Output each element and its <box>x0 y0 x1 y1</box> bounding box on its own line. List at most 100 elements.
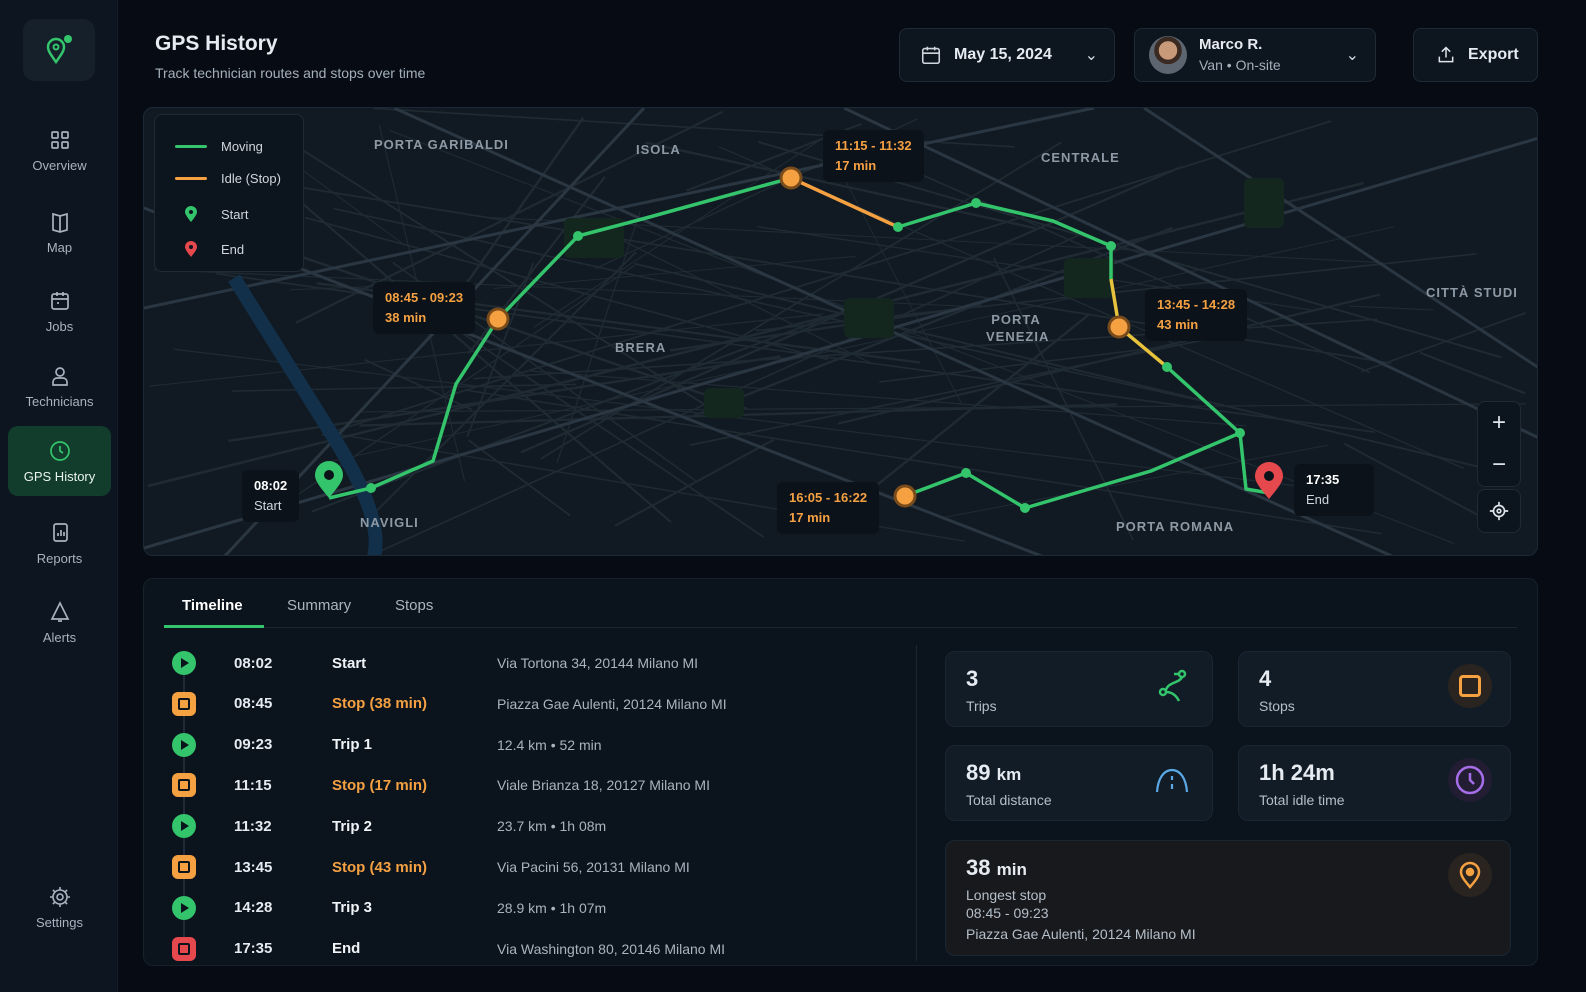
bell-icon <box>50 600 69 622</box>
street <box>529 370 1247 427</box>
timeline-time: 17:35 <box>234 940 273 958</box>
sidebar-item-jobs[interactable]: Jobs <box>8 276 111 346</box>
sidebar-item-technicians[interactable]: Technicians <box>8 351 111 421</box>
timeline-row[interactable]: 13:45 Stop (43 min) Via Pacini 56, 20131 M… <box>172 855 872 879</box>
moving-route-segment <box>897 201 1113 279</box>
zoom-controls: + − <box>1477 401 1521 487</box>
technician-name: Marco R. <box>1199 36 1263 53</box>
sidebar-item-reports[interactable]: Reports <box>8 508 111 578</box>
vehicle-type: Van <box>1199 57 1223 73</box>
timeline-row[interactable]: 09:23 Trip 1 12.4 km • 52 min <box>172 732 872 757</box>
locate-button[interactable] <box>1477 489 1521 533</box>
legend-end: End <box>221 241 245 257</box>
tab-stops[interactable]: Stops <box>395 597 434 614</box>
street <box>828 149 963 405</box>
sidebar-item-gps-history[interactable]: GPS History <box>8 426 111 496</box>
area-label: PORTA GARIBALDI <box>374 137 509 152</box>
idle-line-icon <box>175 177 207 180</box>
export-label: Export <box>1468 46 1519 63</box>
timeline-detail: Via Washington 80, 20146 Milano MI <box>497 940 726 957</box>
tab-timeline[interactable]: Timeline <box>182 597 243 614</box>
timeline-row[interactable]: 08:02 Start Via Tortona 34, 20144 Milano M… <box>172 651 872 675</box>
tab-summary[interactable]: Summary <box>287 597 352 614</box>
legend-start: Start <box>221 206 249 222</box>
timeline-event: Trip 3 <box>332 899 373 917</box>
location-pin-icon <box>1448 853 1492 897</box>
moving-route-segment <box>1238 432 1270 495</box>
app-logo[interactable] <box>23 19 95 81</box>
sidebar-item-overview[interactable]: Overview <box>8 115 111 185</box>
street <box>689 332 1236 446</box>
sidebar-item-label: Map <box>46 239 73 255</box>
street <box>1349 305 1434 311</box>
timeline-row[interactable]: 14:28 Trip 3 28.9 km • 1h 07m <box>172 895 872 920</box>
stop-callout: 11:15 - 11:32 17 min <box>823 130 924 182</box>
zoom-in-button[interactable]: + <box>1491 409 1506 436</box>
canal <box>228 274 383 555</box>
street <box>264 170 672 523</box>
avatar <box>1149 36 1187 74</box>
timeline-time: 13:45 <box>234 858 273 876</box>
stop-marker <box>486 307 510 331</box>
export-button[interactable]: Export <box>1413 28 1538 82</box>
street <box>318 226 1395 465</box>
timeline-time: 08:02 <box>234 654 273 672</box>
upload-icon <box>1438 46 1454 63</box>
distance-card: 89 km Total distance <box>945 745 1213 821</box>
route-waypoint <box>1235 428 1245 438</box>
zoom-out-button[interactable]: − <box>1491 451 1506 478</box>
street <box>533 130 834 328</box>
play-icon <box>172 814 196 839</box>
stop-callout: 08:45 - 09:23 38 min <box>373 282 476 334</box>
street <box>574 216 873 365</box>
page-title: GPS History <box>155 32 278 55</box>
technician-selector[interactable]: Marco R. Van • On-site ⌄ <box>1134 28 1376 82</box>
idle-label: Total idle time <box>1259 792 1345 808</box>
map-legend: Moving Idle (Stop) Start End <box>154 114 304 272</box>
distance-unit: km <box>996 765 1022 784</box>
sidebar-item-map[interactable]: Map <box>8 197 111 267</box>
gear-icon <box>49 886 70 907</box>
longest-address: Piazza Gae Aulenti, 20124 Milano MI <box>966 926 1196 942</box>
timeline-detail: Via Pacini 56, 20131 Milano MI <box>497 859 690 875</box>
moving-route-segment <box>904 365 1242 510</box>
moving-line-icon <box>175 145 207 148</box>
timeline-event: Stop (43 min) <box>332 858 428 876</box>
street <box>358 403 1526 413</box>
timeline-row[interactable]: 08:45 Stop (38 min) Piazza Gae Aulenti, 20… <box>172 691 872 716</box>
route-waypoint <box>893 222 903 232</box>
idle-time-card: 1h 24m Total idle time <box>1238 745 1511 821</box>
stop-icon <box>172 855 196 879</box>
area-label: CENTRALE <box>1041 150 1120 165</box>
sidebar-item-label: Overview <box>32 157 87 173</box>
street <box>321 120 1332 436</box>
end-pin-icon-hole <box>1264 471 1274 481</box>
distance-label: Total distance <box>966 792 1052 808</box>
street <box>153 268 962 307</box>
map-icon <box>51 212 68 233</box>
street <box>634 262 1508 475</box>
road-icon <box>1150 758 1194 802</box>
park <box>1244 178 1284 228</box>
area-label: NAVIGLI <box>360 515 419 530</box>
stops-value: 4 <box>1259 666 1272 691</box>
sidebar-item-alerts[interactable]: Alerts <box>8 587 111 657</box>
longest-time: 08:45 - 09:23 <box>966 905 1049 921</box>
trips-value: 3 <box>966 666 979 691</box>
street <box>645 141 1036 230</box>
stop-marker <box>779 166 803 190</box>
timeline-row[interactable]: 11:32 Trip 2 23.7 km • 1h 08m <box>172 814 872 839</box>
stop-icon <box>172 691 196 716</box>
sidebar-item-settings[interactable]: Settings <box>8 872 111 942</box>
timeline-detail: 23.7 km • 1h 08m <box>497 818 607 835</box>
date-picker[interactable]: May 15, 2024 ⌄ <box>899 28 1115 82</box>
timeline-row[interactable]: 11:15 Stop (17 min) Viale Brianza 18, 2012… <box>172 773 872 798</box>
report-icon <box>52 522 68 542</box>
area-label: ISOLA <box>636 142 681 157</box>
park <box>844 298 894 338</box>
route-map[interactable]: Moving Idle (Stop) Start End PORTA GARIB… <box>143 107 1538 556</box>
timeline-detail: Piazza Gae Aulenti, 20124 Milano MI <box>497 695 727 712</box>
timeline-row[interactable]: 17:35 End Via Washington 80, 20146 Milano … <box>172 936 872 961</box>
stop-icon <box>172 936 196 961</box>
timeline-time: 11:32 <box>234 817 272 835</box>
